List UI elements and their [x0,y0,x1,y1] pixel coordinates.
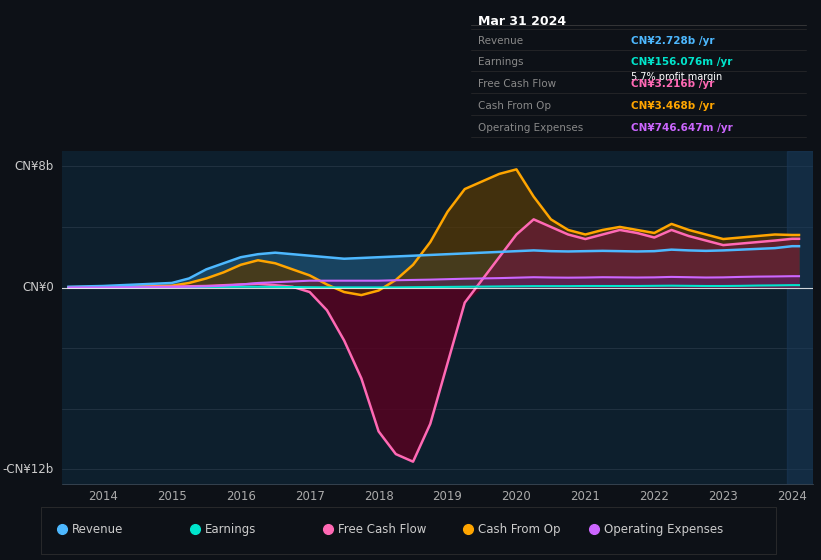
Text: CN¥2.728b /yr: CN¥2.728b /yr [631,36,715,46]
Text: Revenue: Revenue [478,36,523,46]
Text: CN¥0: CN¥0 [22,281,54,294]
Text: CN¥156.076m /yr: CN¥156.076m /yr [631,57,732,67]
Text: Mar 31 2024: Mar 31 2024 [478,15,566,28]
Text: Earnings: Earnings [478,57,523,67]
Text: Revenue: Revenue [72,522,123,536]
Text: Operating Expenses: Operating Expenses [478,123,583,133]
Text: Free Cash Flow: Free Cash Flow [478,79,556,89]
Text: CN¥746.647m /yr: CN¥746.647m /yr [631,123,733,133]
Text: Operating Expenses: Operating Expenses [604,522,723,536]
Text: CN¥3.468b /yr: CN¥3.468b /yr [631,101,715,111]
Text: Cash From Op: Cash From Op [478,101,551,111]
Bar [787,151,813,484]
Text: CN¥3.216b /yr: CN¥3.216b /yr [631,79,715,89]
Text: Free Cash Flow: Free Cash Flow [338,522,426,536]
Text: 5.7% profit margin: 5.7% profit margin [631,72,722,82]
Text: Earnings: Earnings [205,522,256,536]
Text: CN¥8b: CN¥8b [15,160,54,173]
Text: -CN¥12b: -CN¥12b [2,463,54,476]
Text: Cash From Op: Cash From Op [479,522,561,536]
